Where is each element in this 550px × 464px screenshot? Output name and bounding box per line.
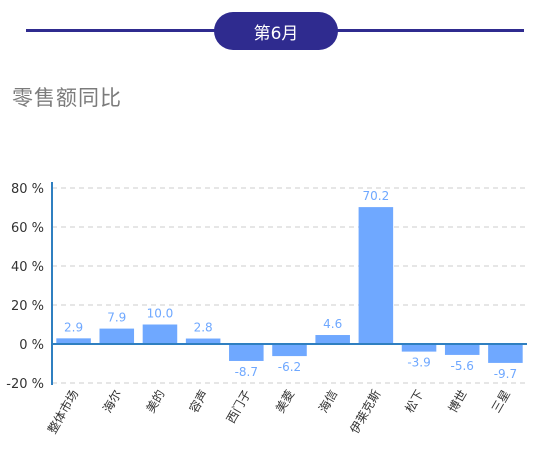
y-tick-label: -20 %	[6, 377, 44, 392]
data-label: -3.9	[407, 356, 430, 370]
bar	[142, 324, 178, 344]
bar	[358, 207, 394, 344]
x-tick-label: 海尔	[99, 387, 124, 415]
bar	[315, 335, 350, 344]
x-tick-label: 伊莱克斯	[347, 388, 383, 437]
data-label: -5.6	[451, 359, 474, 373]
x-tick-label: 美菱	[273, 388, 297, 416]
data-label: 2.8	[194, 321, 213, 335]
x-tick-label: 三星	[489, 388, 513, 416]
bar	[56, 338, 91, 344]
data-label: 2.9	[64, 320, 83, 334]
x-tick-label: 整体市场	[44, 387, 81, 436]
data-label: -8.7	[235, 365, 258, 379]
bar	[444, 344, 480, 355]
y-tick-label: 40 %	[11, 260, 44, 275]
bar	[99, 328, 135, 344]
data-label: 7.9	[107, 311, 126, 325]
data-label: -9.7	[494, 367, 517, 381]
bar	[185, 338, 221, 344]
chart-title: 零售额同比	[12, 86, 122, 110]
y-tick-label: 60 %	[11, 221, 44, 236]
bar	[488, 344, 523, 363]
x-tick-label: 海信	[315, 387, 340, 415]
bar	[401, 344, 437, 352]
x-tick-label: 博世	[445, 387, 470, 415]
y-tick-label: 0 %	[19, 338, 44, 353]
x-tick-label: 美的	[143, 387, 168, 415]
month-badge[interactable]: 第6月	[214, 12, 338, 50]
y-tick-label: 80 %	[11, 182, 44, 197]
data-label: 10.0	[147, 307, 174, 321]
bar	[272, 344, 307, 357]
x-tick-label: 松下	[403, 388, 427, 416]
x-tick-label: 西门子	[223, 387, 254, 426]
bar	[229, 344, 264, 361]
y-tick-label: 20 %	[11, 299, 44, 314]
data-label: -6.2	[278, 360, 301, 374]
data-label: 4.6	[323, 317, 342, 331]
data-label: 70.2	[363, 189, 390, 203]
x-tick-label: 容声	[186, 387, 211, 415]
